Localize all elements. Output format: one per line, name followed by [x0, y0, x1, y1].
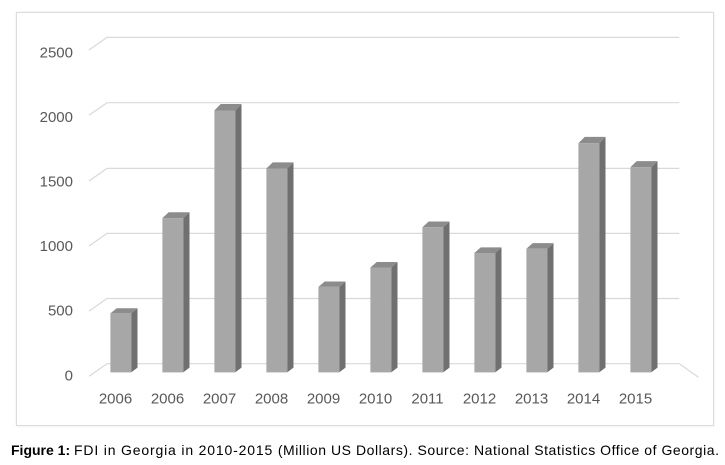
svg-text:2008: 2008: [255, 391, 288, 408]
svg-text:2010: 2010: [359, 391, 392, 408]
svg-text:2500: 2500: [40, 44, 73, 61]
svg-text:2012: 2012: [463, 391, 496, 408]
svg-text:2015: 2015: [619, 391, 652, 408]
svg-text:2006: 2006: [99, 391, 132, 408]
svg-text:2011: 2011: [411, 391, 443, 408]
svg-text:2007: 2007: [203, 391, 236, 408]
svg-text:2006: 2006: [151, 391, 184, 408]
svg-text:0: 0: [65, 367, 73, 384]
svg-text:1500: 1500: [40, 174, 73, 191]
svg-text:2000: 2000: [40, 109, 73, 126]
svg-text:500: 500: [48, 303, 73, 320]
svg-text:2009: 2009: [307, 391, 340, 408]
svg-text:2014: 2014: [567, 391, 600, 408]
svg-text:2013: 2013: [515, 391, 548, 408]
svg-text:1000: 1000: [40, 238, 73, 255]
